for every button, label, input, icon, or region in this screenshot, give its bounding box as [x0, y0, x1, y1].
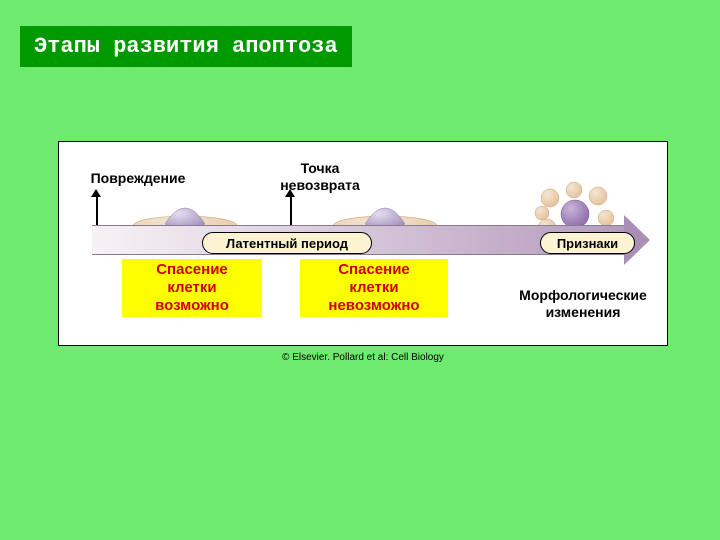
- pill-signs: Признаки: [540, 232, 635, 254]
- label-damage: Повреждение: [78, 170, 198, 187]
- copyright-text: © Elsevier. Pollard et al: Cell Biology: [58, 352, 668, 363]
- page-root: Этапы развития апоптоза Повреждение Точк…: [0, 0, 720, 540]
- page-title-text: Этапы развития апоптоза: [34, 34, 338, 59]
- pill-latent-period: Латентный период: [202, 232, 372, 254]
- box-rescue-impossible: Спасениеклеткиневозможно: [300, 259, 448, 317]
- box-rescue-possible: Спасениеклеткивозможно: [122, 259, 262, 317]
- label-point-of-no-return: Точканевозврата: [260, 160, 380, 194]
- page-title: Этапы развития апоптоза: [20, 26, 352, 67]
- label-morphological-changes: Морфологическиеизменения: [498, 287, 668, 321]
